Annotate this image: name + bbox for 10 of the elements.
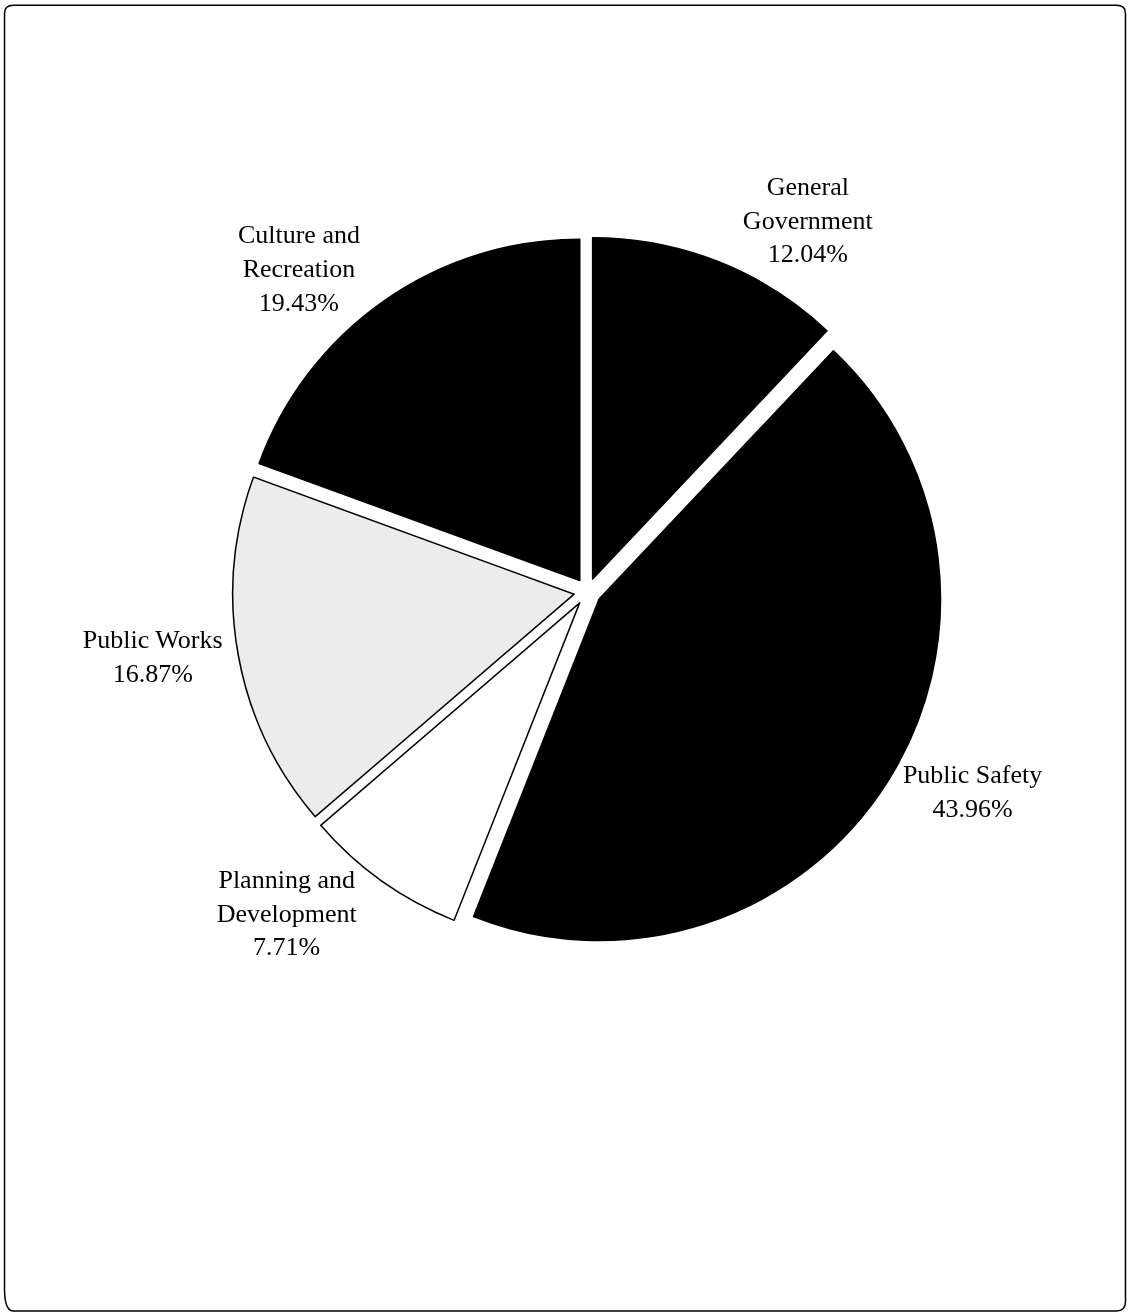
data-label: 43.96%: [932, 793, 1013, 823]
data-label: 7.71%: [253, 932, 321, 962]
data-label: 19.43%: [258, 287, 340, 317]
slice-label: Planning and Development: [216, 864, 358, 928]
slice-label: Public Works: [82, 624, 223, 654]
slice-label: Public Safety: [902, 759, 1043, 789]
data-label: 12.04%: [767, 239, 848, 269]
data-label: 16.87%: [112, 658, 193, 688]
slice-label: General Government: [742, 171, 874, 235]
slice-label: Culture and Recreation: [237, 220, 360, 283]
